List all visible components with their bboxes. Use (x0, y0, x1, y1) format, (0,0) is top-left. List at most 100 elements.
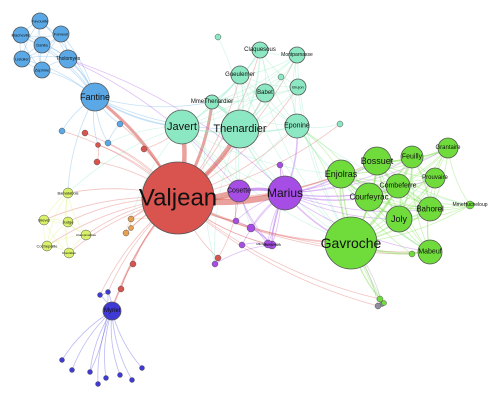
edge-enjolras-mmehucheloup (340, 173, 471, 206)
node-mmepontmercy[interactable] (238, 241, 246, 249)
label-montparnasse: Montparnasse (281, 52, 313, 58)
edge-marius-grantaire (284, 147, 449, 194)
node-count[interactable] (139, 365, 145, 371)
node-simplice[interactable] (104, 139, 112, 147)
node-javert[interactable] (164, 109, 200, 145)
node-mllebaptistine2[interactable] (87, 369, 93, 375)
node-feuilly[interactable] (400, 145, 424, 169)
node-myriel[interactable] (102, 301, 122, 321)
node-tholomyes[interactable] (58, 49, 78, 69)
node-cosette[interactable] (227, 179, 251, 203)
node-pontmercy2[interactable] (336, 120, 344, 128)
node-mllegillenormand[interactable] (263, 239, 273, 249)
node-pontmercy[interactable] (246, 223, 256, 233)
node-mabeuf[interactable] (417, 239, 443, 265)
node-magnon[interactable] (211, 260, 219, 268)
node-scaufflaire[interactable] (93, 158, 101, 166)
label-marius: Marius (267, 186, 303, 200)
node-dahlia[interactable] (33, 36, 51, 54)
label-tholomyes: Tholomyes (56, 56, 81, 62)
node-montparnasse[interactable] (288, 46, 306, 64)
label-combeferre: Combeferre (380, 183, 417, 190)
node-mmemagloire[interactable] (105, 289, 111, 295)
node-brujon[interactable] (289, 78, 307, 96)
node-listolier[interactable] (13, 50, 31, 68)
node-mmehucheloup[interactable] (465, 200, 475, 210)
node-eponine[interactable] (284, 113, 310, 139)
node-mmederr[interactable] (95, 142, 101, 148)
node-anzelma[interactable] (277, 73, 285, 81)
edge-bamatabois-brevet (43, 192, 69, 221)
label-mabeuf: Mabeuf (418, 249, 441, 256)
node-gavroche[interactable] (324, 216, 378, 270)
label-fantine: Fantine (80, 92, 110, 102)
node-marguerite[interactable] (58, 127, 66, 135)
label-prouvaire: Prouvaire (422, 175, 448, 181)
node-fantine[interactable] (80, 82, 110, 112)
node-mllebaptistine[interactable] (97, 292, 103, 298)
node-motherplutarch[interactable] (408, 250, 416, 258)
node-oldman[interactable] (95, 381, 101, 387)
node-countess[interactable] (103, 375, 109, 381)
node-child2[interactable] (381, 300, 387, 306)
label-gavroche: Gavroche (321, 235, 382, 251)
node-cravatte[interactable] (59, 357, 65, 363)
node-zephine[interactable] (33, 61, 51, 79)
node-bamatabois[interactable] (62, 187, 74, 199)
node-toussaint[interactable] (232, 217, 240, 225)
node-gribier[interactable] (128, 225, 134, 231)
node-favourite[interactable] (31, 12, 49, 30)
node-valjean[interactable] (141, 161, 215, 235)
label-javert: Javert (167, 121, 197, 133)
node-napoleon[interactable] (69, 367, 75, 373)
node-fameuil[interactable] (52, 25, 70, 43)
edge-myriel-count (111, 310, 143, 369)
node-claquesous[interactable] (251, 41, 269, 59)
node-geborand[interactable] (117, 372, 123, 378)
node-bossuet[interactable] (362, 146, 392, 176)
node-gueulemer[interactable] (230, 65, 250, 85)
node-woman2[interactable] (214, 254, 222, 262)
node-mmethenardier[interactable] (204, 94, 220, 110)
node-jondrette[interactable] (374, 302, 382, 310)
node-fauchelevent[interactable] (127, 215, 135, 223)
node-judge[interactable] (62, 216, 74, 228)
node-combeferre[interactable] (385, 173, 411, 199)
label-mllegillenormand: MlleGillenormand (256, 242, 280, 246)
node-champmathieu[interactable] (80, 229, 92, 241)
node-marius[interactable] (267, 175, 303, 211)
node-child1[interactable] (376, 295, 384, 303)
node-babet[interactable] (255, 83, 275, 103)
label-champmathieu: Champmathieu (76, 233, 97, 237)
node-grantaire[interactable] (437, 137, 459, 159)
label-courfeyrac: Courfeyrac (349, 193, 388, 202)
node-mothersinner[interactable] (122, 229, 130, 237)
node-baroness[interactable] (276, 161, 284, 169)
node-prouvaire[interactable] (424, 167, 446, 189)
node-isabeau[interactable] (129, 260, 137, 268)
label-gillenormand: Gillenormand (263, 243, 281, 247)
label-chenildieu: Chenildieu (62, 251, 77, 255)
node-cochepaille[interactable] (41, 240, 53, 252)
node-boulatruelle[interactable] (214, 33, 222, 41)
node-perpetue[interactable] (116, 120, 124, 128)
label-favourite: Favourite (32, 19, 49, 24)
edge-isabeau-labarre (120, 263, 134, 290)
node-labarre[interactable] (117, 285, 125, 293)
node-enjolras[interactable] (326, 159, 356, 189)
node-champtercier[interactable] (129, 377, 135, 383)
label-dahlia: Dahlia (36, 43, 48, 48)
node-blacheville[interactable] (12, 26, 30, 44)
label-grantaire: Grantaire (435, 145, 461, 151)
node-brevet[interactable] (38, 214, 50, 226)
node-chenildieu[interactable] (63, 247, 75, 259)
node-gervais[interactable] (81, 129, 89, 137)
label-mmethenardier: MmeThenardier (191, 99, 233, 105)
node-joly[interactable] (385, 205, 413, 233)
graph-nodes (12, 12, 475, 387)
node-woman1[interactable] (140, 145, 148, 153)
label-enjolras: Enjolras (325, 169, 358, 179)
node-bahorel[interactable] (417, 196, 443, 222)
node-courfeyrac[interactable] (354, 182, 384, 212)
node-thenardier[interactable] (220, 109, 260, 149)
